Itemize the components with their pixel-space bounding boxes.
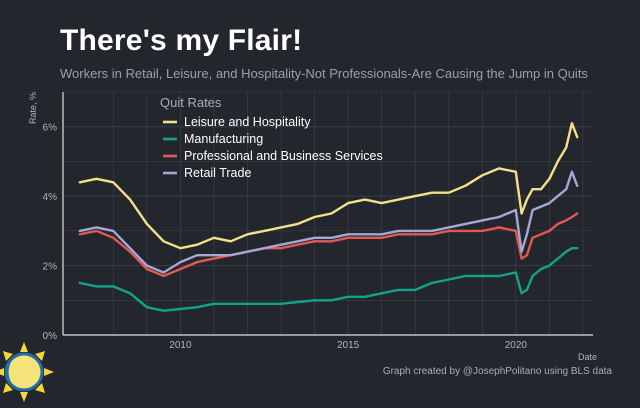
- axes: [62, 92, 593, 336]
- y-axis-title: Rate, %: [28, 92, 38, 124]
- legend-label: Professional and Business Services: [184, 149, 383, 163]
- chart-title: There's my Flair!: [60, 24, 303, 57]
- y-tick-label: 4%: [43, 192, 58, 203]
- series-line-retail-trade: [78, 170, 579, 274]
- x-tick-label: 2020: [505, 340, 528, 351]
- series-lines: [78, 122, 579, 312]
- series-line-leisure-and-hospitality: [78, 122, 579, 250]
- chart-subtitle: Workers in Retail, Leisure, and Hospital…: [60, 66, 588, 81]
- legend-label: Retail Trade: [184, 166, 251, 180]
- credit-text: Graph created by @JosephPolitano using B…: [382, 366, 612, 377]
- legend: Quit Rates Leisure and Hospitality Manufac…: [160, 95, 383, 180]
- series-line-professional-and-business-services: [78, 212, 579, 278]
- y-tick-label: 2%: [43, 262, 58, 273]
- y-tick-label: 0%: [43, 331, 58, 342]
- legend-label: Leisure and Hospitality: [184, 115, 311, 129]
- x-axis-title: Date: [578, 352, 597, 362]
- x-tick-label: 2010: [169, 340, 192, 351]
- x-tick-label: 2015: [337, 340, 360, 351]
- sun-logo-icon: [0, 342, 54, 402]
- tick-labels: 0% 2% 4% 6% 2010 2015 2020 Date Rate, %: [28, 92, 597, 362]
- legend-label: Manufacturing: [184, 132, 263, 146]
- y-tick-label: 6%: [43, 123, 58, 134]
- series-line-manufacturing: [78, 247, 579, 312]
- legend-title: Quit Rates: [160, 95, 222, 110]
